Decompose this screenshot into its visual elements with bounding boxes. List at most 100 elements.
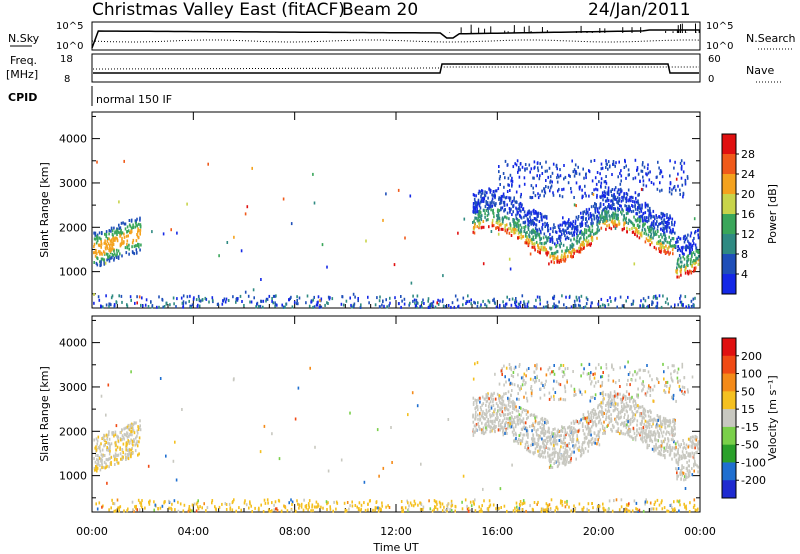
- data-cell: [646, 435, 649, 439]
- data-cell: [466, 504, 468, 508]
- data-cell: [93, 245, 95, 248]
- data-cell: [199, 299, 202, 303]
- data-cell: [696, 450, 698, 454]
- data-cell: [532, 413, 535, 417]
- data-cell: [694, 508, 697, 512]
- data-cell: [552, 432, 554, 436]
- data-cell: [589, 420, 592, 423]
- data-cell: [600, 404, 602, 408]
- data-cell: [181, 301, 184, 305]
- data-cell: [537, 439, 540, 443]
- data-cell: [485, 393, 488, 397]
- data-cell: [622, 421, 624, 425]
- freq-label: Freq.: [10, 54, 37, 67]
- data-cell: [454, 504, 457, 508]
- data-cell: [135, 421, 137, 425]
- data-cell: [571, 255, 573, 259]
- data-cell: [687, 254, 690, 258]
- data-cell: [130, 426, 133, 430]
- data-cell: [541, 428, 543, 432]
- data-cell: [528, 233, 530, 237]
- data-cell: [138, 440, 140, 444]
- data-cell: [566, 499, 568, 503]
- data-cell: [532, 245, 535, 249]
- data-cell: [534, 242, 536, 246]
- data-cell: [589, 243, 592, 247]
- data-cell: [604, 218, 606, 222]
- data-cell: [153, 500, 155, 504]
- data-cell: [673, 446, 676, 450]
- data-cell: [686, 176, 689, 180]
- data-cell: [474, 498, 476, 502]
- data-cell: [199, 505, 201, 509]
- data-cell: [624, 221, 626, 225]
- data-cell: [686, 460, 688, 464]
- data-cell: [581, 446, 584, 450]
- data-cell: [571, 245, 574, 249]
- data-cell: [673, 507, 676, 511]
- data-cell: [312, 509, 314, 513]
- data-cell: [651, 303, 653, 306]
- data-cell: [122, 442, 125, 446]
- freq-tick-top: 18: [60, 54, 73, 65]
- data-cell: [596, 195, 598, 199]
- data-cell: [582, 215, 585, 219]
- data-cell: [485, 202, 488, 206]
- data-cell: [594, 209, 597, 213]
- data-cell: [599, 215, 602, 219]
- data-cell: [474, 205, 476, 209]
- data-cell: [671, 248, 674, 252]
- data-cell: [500, 227, 503, 231]
- data-cell: [372, 508, 374, 512]
- data-cell: [587, 224, 589, 228]
- data-cell: [115, 448, 117, 452]
- data-cell: [116, 458, 118, 461]
- data-cell: [582, 417, 584, 421]
- data-cell: [516, 415, 518, 419]
- data-cell: [531, 237, 533, 241]
- data-cell: [489, 400, 492, 404]
- data-cell: [607, 303, 610, 307]
- data-cell: [607, 198, 610, 202]
- data-cell: [519, 168, 521, 172]
- data-cell: [564, 249, 567, 253]
- data-cell: [594, 409, 597, 413]
- data-cell: [624, 413, 626, 417]
- data-cell: [660, 250, 662, 254]
- data-cell: [266, 297, 269, 301]
- data-cell: [635, 501, 638, 505]
- data-cell: [125, 444, 128, 448]
- data-cell: [606, 199, 608, 203]
- data-cell: [527, 449, 530, 453]
- data-cell: [487, 299, 490, 303]
- data-cell: [498, 196, 500, 200]
- data-cell: [620, 498, 623, 502]
- data-cell: [473, 207, 475, 211]
- data-cell: [563, 230, 565, 234]
- data-cell: [516, 439, 519, 443]
- data-cell: [449, 508, 451, 512]
- data-cell: [349, 504, 351, 508]
- data-cell: [290, 295, 292, 299]
- data-cell: [558, 456, 561, 460]
- data-cell: [539, 302, 541, 306]
- data-cell: [502, 395, 504, 399]
- data-cell: [125, 446, 128, 450]
- data-cell: [376, 506, 378, 510]
- data-cell: [106, 434, 109, 438]
- data-cell: [655, 507, 658, 511]
- data-cell: [550, 498, 553, 502]
- data-cell: [108, 452, 111, 456]
- data-cell: [597, 210, 599, 214]
- data-cell: [574, 222, 577, 225]
- data-cell: [488, 225, 490, 229]
- data-cell: [113, 249, 115, 253]
- data-cell: [100, 245, 102, 249]
- data-cell: [305, 506, 308, 510]
- data-cell: [348, 507, 350, 511]
- data-cell: [561, 249, 563, 253]
- data-cell: [645, 172, 647, 176]
- data-cell: [115, 248, 118, 252]
- data-cell: [108, 437, 111, 441]
